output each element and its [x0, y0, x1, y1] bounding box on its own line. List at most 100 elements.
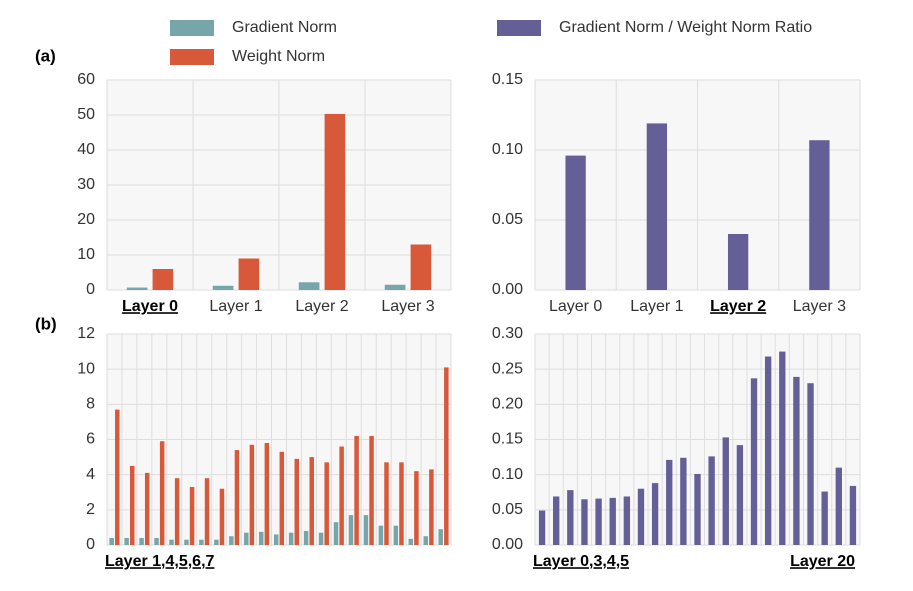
bar — [324, 462, 329, 545]
bar — [124, 537, 129, 545]
bar — [581, 499, 588, 545]
y-tick-label: 60 — [77, 71, 95, 88]
bar — [680, 457, 687, 545]
bar — [109, 537, 114, 545]
bar — [646, 123, 668, 291]
x-tick-label: Layer 0 — [122, 298, 178, 315]
bar — [189, 486, 195, 545]
bar — [309, 457, 314, 545]
bar — [414, 471, 419, 545]
bar — [793, 376, 800, 545]
bar — [219, 488, 225, 545]
bar — [809, 140, 830, 290]
bar — [354, 435, 359, 545]
bar — [378, 525, 384, 545]
bar — [279, 451, 285, 545]
bar — [214, 539, 219, 545]
bar — [438, 529, 443, 545]
bar — [835, 467, 842, 545]
bar — [736, 445, 744, 545]
x-tick-label: Layer 2 — [710, 298, 766, 315]
y-tick-label: 0.25 — [492, 360, 523, 377]
bar — [553, 496, 560, 545]
bar — [144, 472, 150, 545]
legend-swatch — [170, 20, 214, 36]
legend-label: Gradient Norm — [232, 19, 337, 36]
bar — [212, 285, 234, 290]
y-tick-label: 0.15 — [492, 431, 523, 448]
x-tick-label: Layer 3 — [381, 298, 434, 315]
bar — [423, 536, 429, 545]
y-tick-label: 40 — [77, 141, 95, 158]
bar — [384, 462, 389, 545]
bar — [294, 458, 300, 545]
x-tick-label: Layer 3 — [793, 298, 846, 315]
bar — [623, 496, 631, 545]
y-tick-label: 0.05 — [492, 211, 523, 228]
bar — [779, 351, 786, 545]
y-tick-label: 6 — [86, 431, 95, 448]
y-tick-label: 0.00 — [492, 281, 523, 298]
bar — [637, 488, 645, 545]
bar — [363, 515, 369, 545]
y-tick-label: 12 — [77, 325, 95, 342]
bar — [318, 532, 324, 545]
y-tick-label: 30 — [77, 176, 95, 193]
bar — [298, 282, 320, 290]
bar — [565, 155, 586, 290]
bar — [273, 534, 279, 545]
bar — [708, 456, 715, 545]
bar — [429, 469, 434, 545]
bar — [369, 435, 374, 545]
bar — [348, 515, 354, 545]
bar — [154, 537, 159, 545]
bar — [821, 491, 828, 545]
panel-label: (b) — [35, 314, 57, 333]
bar — [174, 478, 180, 545]
bar — [408, 538, 414, 545]
bar — [249, 444, 255, 545]
axis-note: Layer 1,4,5,6,7 — [105, 553, 215, 570]
bar — [764, 356, 772, 545]
bar — [609, 497, 616, 545]
legend-label: Weight Norm — [232, 48, 325, 65]
y-tick-label: 4 — [86, 466, 95, 483]
y-tick-label: 0.10 — [492, 141, 523, 158]
bar — [324, 113, 346, 290]
x-tick-label: Layer 1 — [209, 298, 262, 315]
bar — [727, 234, 749, 290]
bar — [126, 287, 148, 290]
y-tick-label: 10 — [77, 360, 95, 377]
bar — [410, 244, 432, 290]
y-tick-label: 0.15 — [492, 71, 523, 88]
bar — [159, 441, 165, 545]
x-tick-label: Layer 1 — [630, 298, 683, 315]
y-tick-label: 50 — [77, 106, 95, 123]
y-tick-label: 0 — [86, 536, 95, 553]
y-tick-label: 10 — [77, 246, 95, 263]
bar — [399, 462, 404, 545]
bar — [238, 258, 260, 290]
bar — [333, 522, 339, 545]
bar — [199, 539, 204, 545]
bar — [538, 510, 546, 545]
bar — [264, 443, 270, 545]
y-tick-label: 2 — [86, 501, 95, 518]
y-tick-label: 20 — [77, 211, 95, 228]
legend-label: Gradient Norm / Weight Norm Ratio — [559, 19, 812, 36]
bar — [139, 537, 144, 545]
legend-swatch — [170, 49, 214, 65]
x-tick-label: Layer 0 — [549, 298, 602, 315]
panel-label: (a) — [35, 46, 56, 65]
y-tick-label: 0.00 — [492, 536, 523, 553]
y-tick-label: 0.05 — [492, 501, 523, 518]
bar — [258, 531, 264, 545]
bar — [595, 498, 602, 545]
y-tick-label: 8 — [86, 396, 95, 413]
y-tick-label: 0.20 — [492, 396, 523, 413]
bar — [288, 532, 294, 545]
bar — [115, 409, 120, 545]
bar — [129, 465, 135, 545]
